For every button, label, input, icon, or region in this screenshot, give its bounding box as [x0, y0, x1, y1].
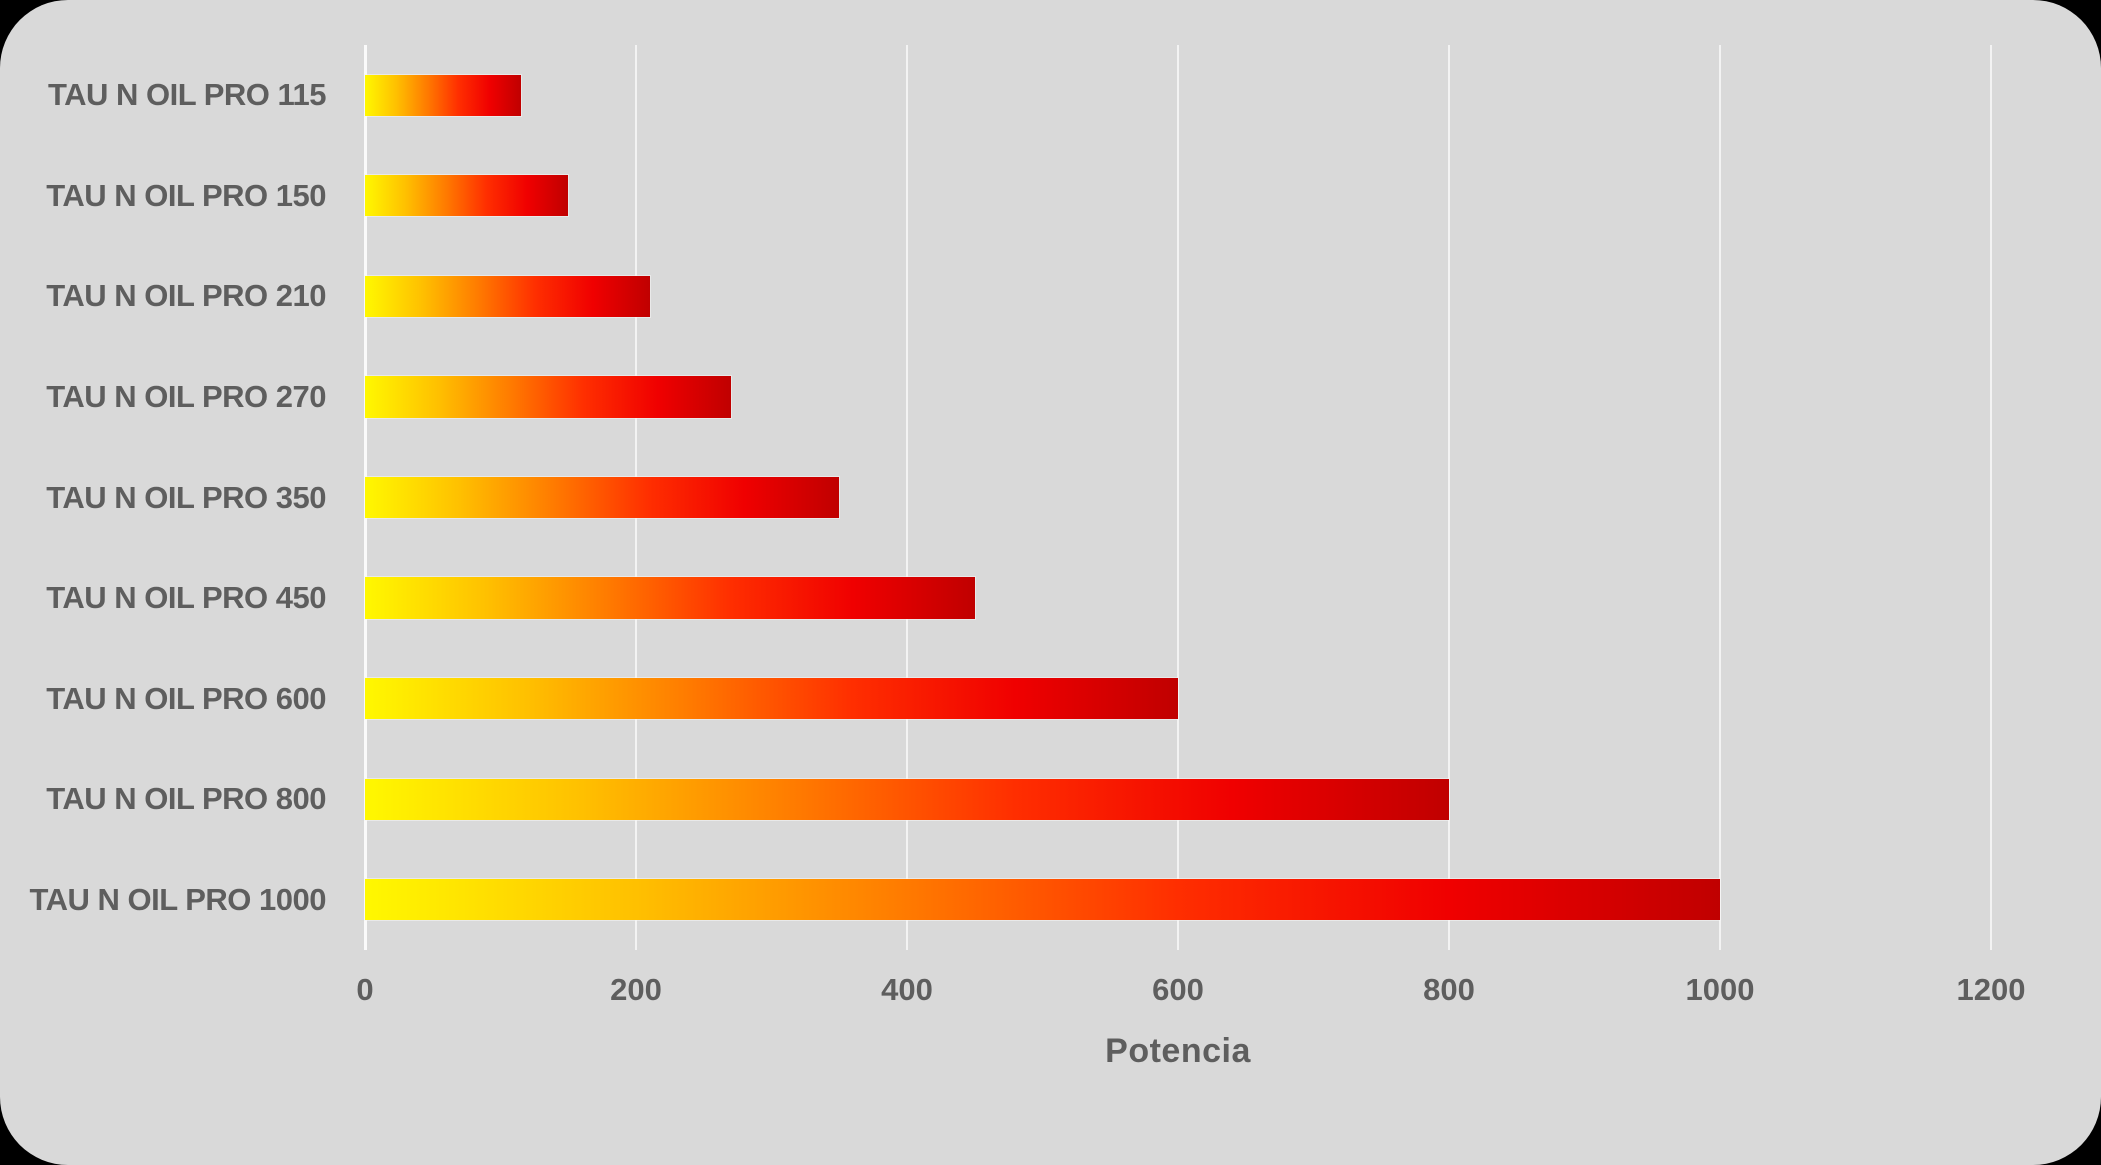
- x-tick-label: 400: [881, 972, 933, 1007]
- bar-row: [365, 447, 1991, 548]
- gridline: [1990, 45, 1992, 950]
- x-tick-label: 200: [610, 972, 662, 1007]
- x-axis-title: Potencia: [1105, 1032, 1251, 1070]
- bar: [365, 476, 840, 519]
- category-label: TAU N OIL PRO 270: [46, 378, 326, 414]
- bar-row: [365, 45, 1991, 146]
- bar: [365, 275, 650, 318]
- bar-row: [365, 749, 1991, 850]
- bar: [365, 376, 731, 418]
- category-label: TAU N OIL PRO 350: [46, 479, 326, 515]
- bar-row: [365, 548, 1991, 649]
- category-label: TAU N OIL PRO 600: [46, 680, 326, 716]
- x-tick-label: 800: [1423, 972, 1475, 1007]
- bar: [365, 678, 1178, 720]
- bar-row: [365, 648, 1991, 749]
- category-label: TAU N OIL PRO 450: [46, 580, 326, 616]
- bar-series: [365, 45, 1991, 950]
- bar: [365, 577, 975, 619]
- bar-row: [365, 850, 1991, 951]
- category-label: TAU N OIL PRO 150: [46, 177, 326, 213]
- gridline: [1719, 45, 1721, 950]
- category-label: TAU N OIL PRO 1000: [29, 881, 327, 917]
- bar: [365, 879, 1720, 921]
- x-tick-label: 0: [356, 972, 374, 1007]
- x-axis-tick-labels: 0 200 400 600 800 1000 1200: [356, 972, 2025, 1016]
- category-label: TAU N OIL PRO 115: [47, 77, 327, 113]
- bar: [365, 175, 569, 217]
- category-axis-labels: TAU N OIL PRO 115 TAU N OIL PRO 150 TAU N …: [0, 45, 348, 950]
- x-tick-label: 600: [1152, 972, 1204, 1007]
- x-tick-label: 1000: [1685, 972, 1755, 1007]
- bar: [365, 778, 1449, 820]
- gridline: [1177, 45, 1179, 950]
- x-tick-label: 1200: [1956, 972, 2026, 1007]
- category-label: TAU N OIL PRO 800: [46, 781, 326, 817]
- gridline: [1447, 45, 1450, 950]
- bar: [365, 74, 521, 116]
- bar-row: [365, 146, 1991, 247]
- category-label: TAU N OIL PRO 210: [46, 278, 326, 314]
- gridline: [905, 45, 908, 950]
- bar-row: [365, 347, 1991, 448]
- plot-area: [364, 45, 1992, 950]
- bar-row: [365, 246, 1991, 347]
